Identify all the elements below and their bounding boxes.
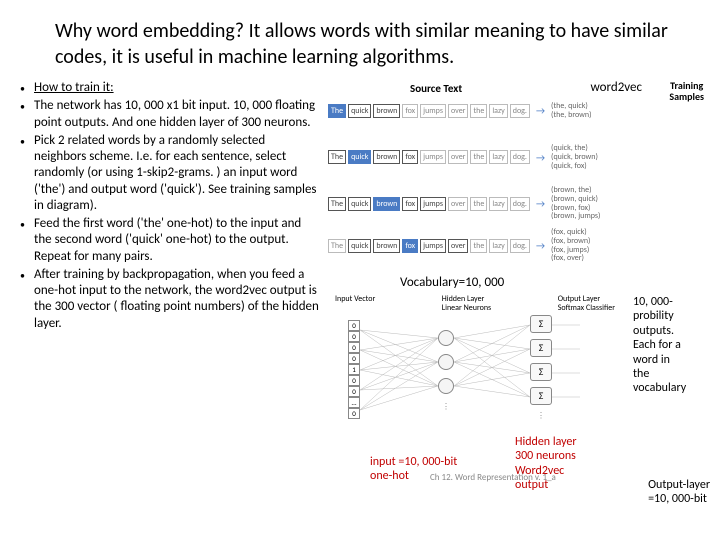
- bullet-item: •Feed the first word ('the' one-hot) to …: [20, 216, 320, 265]
- training-samples-label: TrainingSamples: [669, 80, 704, 102]
- right-annotation: 10, 000-probilityoutputs.Each for aword …: [633, 295, 715, 396]
- output-nodes: ΣΣΣΣ ⋮: [530, 315, 552, 421]
- hidden-layer-header: Hidden LayerLinear Neurons: [442, 295, 491, 313]
- source-text-row: Thequickbrownfoxjumpsoverthelazydog.→(th…: [328, 102, 592, 120]
- word2vec-label: word2vec: [590, 80, 642, 95]
- source-text-row: Thequickbrownfoxjumpsoverthelazydog.→(qu…: [328, 144, 598, 170]
- output-layer-bottom-label: Output-layer=10, 000-bit: [648, 478, 710, 507]
- bullet-item: •Pick 2 related words by a randomly sele…: [20, 133, 320, 214]
- diagram-area: Source Text word2vec TrainingSamples The…: [320, 80, 710, 334]
- bullet-item: •How to train it:: [20, 80, 320, 96]
- content-area: •How to train it: •The network has 10, 00…: [0, 80, 720, 334]
- source-text-row: Thequickbrownfoxjumpsoverthelazydog.→(br…: [328, 186, 600, 221]
- footer-label: Ch 12. Word Representation v. 1_a: [430, 472, 556, 483]
- slide-title: Why word embedding? It allows words with…: [0, 0, 720, 80]
- hidden-nodes: ⋮: [438, 330, 454, 412]
- vocabulary-label: Vocabulary=10, 000: [400, 275, 504, 290]
- source-text-label: Source Text: [410, 82, 462, 95]
- hidden-layer-red-label: Hidden layer300 neuronsWord2vecoutput: [515, 435, 577, 493]
- source-text-row: Thequickbrownfoxjumpsoverthelazydog.→(fo…: [328, 228, 590, 263]
- output-layer-header: Output LayerSoftmax Classifier: [558, 295, 615, 313]
- input-vector-header: Input Vector: [335, 295, 375, 313]
- bullet-item: •After training by backpropagation, when…: [20, 267, 320, 332]
- bullet-item: •The network has 10, 000 x1 bit input. 1…: [20, 98, 320, 131]
- bullet-list: •How to train it: •The network has 10, 00…: [20, 80, 320, 334]
- input-vector-boxes: 0000100...0: [348, 320, 360, 419]
